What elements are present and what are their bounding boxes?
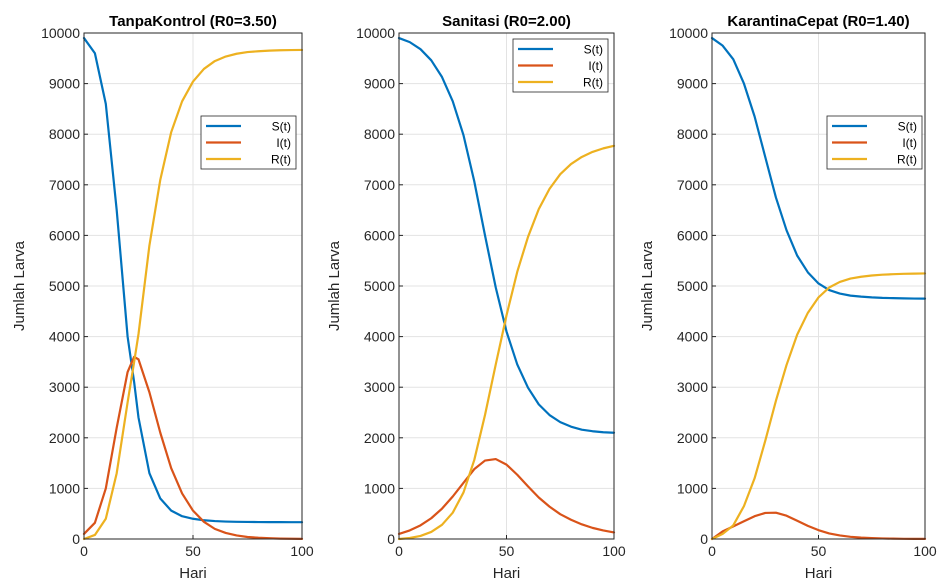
x-axis-label: Hari <box>493 565 521 582</box>
legend-label-1: S(t) <box>898 120 917 134</box>
legend-label-2: I(t) <box>588 59 603 73</box>
legend-label-1: S(t) <box>272 120 291 134</box>
y-tick-label: 6000 <box>677 227 708 243</box>
series-line-1 <box>397 36 616 434</box>
y-tick-label: 7000 <box>364 177 395 193</box>
series-line-3 <box>397 144 616 541</box>
y-tick-label: 0 <box>72 531 80 547</box>
chart-title: TanpaKontrol (R0=3.50) <box>109 13 277 30</box>
y-tick-label: 3000 <box>364 379 395 395</box>
y-tick-label: 3000 <box>49 379 80 395</box>
series-line-1 <box>82 36 304 524</box>
series-line-2 <box>82 355 304 540</box>
chart-title: KarantinaCepat (R0=1.40) <box>727 13 909 30</box>
y-tick-label: 5000 <box>49 278 80 294</box>
legend-label-2: I(t) <box>276 136 291 150</box>
y-tick-label: 4000 <box>677 329 708 345</box>
x-axis-label: Hari <box>805 565 833 582</box>
x-tick-label: 50 <box>811 543 827 559</box>
y-tick-label: 8000 <box>364 126 395 142</box>
y-tick-label: 8000 <box>677 126 708 142</box>
y-tick-label: 5000 <box>677 278 708 294</box>
x-tick-label: 100 <box>913 543 937 559</box>
x-tick-label: 100 <box>290 543 314 559</box>
chart-title: Sanitasi (R0=2.00) <box>442 13 571 30</box>
y-tick-label: 9000 <box>364 76 395 92</box>
y-axis-label: Jumlah Larva <box>11 240 28 331</box>
x-tick-label: 50 <box>185 543 201 559</box>
legend: S(t) I(t) R(t) <box>512 38 609 93</box>
legend-label-1: S(t) <box>584 43 603 57</box>
y-tick-label: 10000 <box>41 25 80 41</box>
x-tick-label: 0 <box>708 543 716 559</box>
legend-box <box>200 115 297 170</box>
y-tick-label: 10000 <box>356 25 395 41</box>
y-tick-label: 10000 <box>669 25 708 41</box>
y-axis-label: Jumlah Larva <box>639 240 656 331</box>
y-axis-label: Jumlah Larva <box>326 240 343 331</box>
legend: S(t) I(t) R(t) <box>200 115 297 170</box>
y-tick-label: 3000 <box>677 379 708 395</box>
y-tick-label: 8000 <box>49 126 80 142</box>
series-line-1 <box>710 36 927 300</box>
legend-label-3: R(t) <box>583 76 603 90</box>
series-line-3 <box>82 48 304 541</box>
legend-label-3: R(t) <box>271 153 291 167</box>
y-tick-label: 2000 <box>677 430 708 446</box>
y-tick-label: 6000 <box>364 227 395 243</box>
y-tick-label: 4000 <box>49 329 80 345</box>
legend-label-2: I(t) <box>902 136 917 150</box>
chart-panel-1: 0100020003000400050006000700080009000100… <box>11 13 314 582</box>
y-tick-label: 9000 <box>49 76 80 92</box>
y-tick-label: 4000 <box>364 329 395 345</box>
legend: S(t) I(t) R(t) <box>826 115 923 170</box>
y-tick-label: 9000 <box>677 76 708 92</box>
y-tick-label: 0 <box>387 531 395 547</box>
y-tick-label: 7000 <box>49 177 80 193</box>
y-tick-label: 1000 <box>49 480 80 496</box>
x-tick-label: 0 <box>80 543 88 559</box>
x-axis-label: Hari <box>179 565 207 582</box>
series-line-3 <box>710 272 927 541</box>
chart-panel-3: 0100020003000400050006000700080009000100… <box>639 13 937 582</box>
series-line-2 <box>397 457 616 536</box>
chart-panel-2: 0100020003000400050006000700080009000100… <box>326 13 626 582</box>
x-tick-label: 50 <box>499 543 515 559</box>
x-tick-label: 0 <box>395 543 403 559</box>
y-tick-label: 1000 <box>364 480 395 496</box>
y-tick-label: 6000 <box>49 227 80 243</box>
y-tick-label: 2000 <box>364 430 395 446</box>
y-tick-label: 0 <box>700 531 708 547</box>
y-tick-label: 7000 <box>677 177 708 193</box>
x-tick-label: 100 <box>602 543 626 559</box>
y-tick-label: 2000 <box>49 430 80 446</box>
y-tick-label: 1000 <box>677 480 708 496</box>
y-tick-label: 5000 <box>364 278 395 294</box>
legend-label-3: R(t) <box>897 153 917 167</box>
